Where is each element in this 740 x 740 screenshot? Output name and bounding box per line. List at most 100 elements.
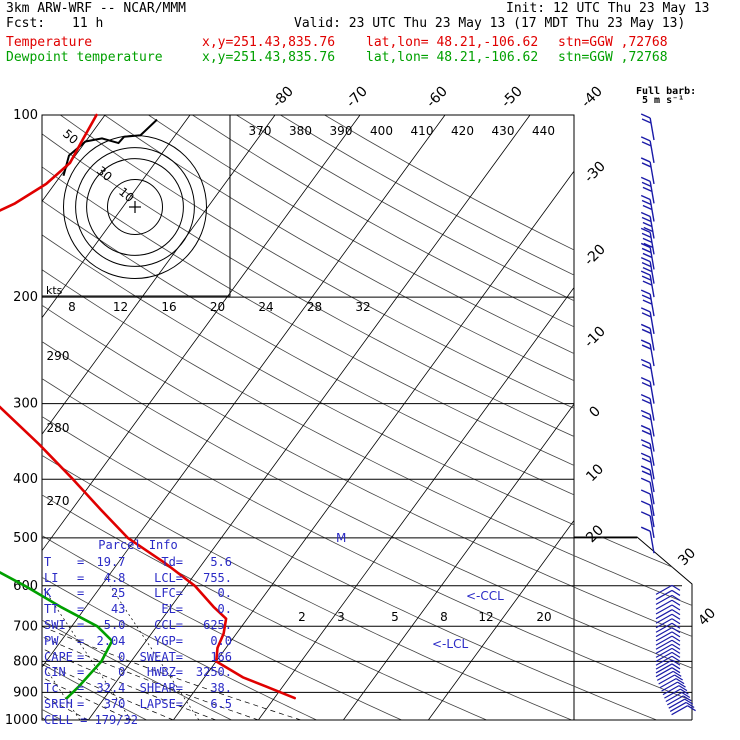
hodograph-axis-label: 20 [210,300,225,314]
wind-barb-flag [671,643,681,650]
wind-barb-flag [642,237,653,244]
dry-adiabat [42,115,487,720]
isotherm-label: 40 [695,605,719,629]
theta-e-label: 390 [330,124,353,138]
isotherm [173,115,616,720]
wind-barb-flag [642,299,653,305]
parcel-label: CIN [44,665,66,680]
dewpoint-xy: x,y=251.43,835.76 [202,50,336,65]
moist-adiabat [42,296,259,720]
wind-barb-staff [655,663,673,674]
parcel-label: SREH [44,696,73,711]
wind-barb-staff [649,311,655,334]
wind-barb-flag [641,162,652,168]
dry-adiabat [42,115,317,720]
hodograph-axis-label: 32 [355,300,370,314]
wind-barb-flag [641,199,652,206]
level-marker: M [336,531,346,545]
wind-barb-flag [641,382,652,388]
temperature-station: stn=GGW ,72768 [558,35,668,50]
parcel-equals: = [175,681,184,696]
wind-barb-flag [671,639,681,646]
parcel-equals: = [175,649,184,664]
wind-barb-flag [641,181,652,188]
wind-barb-flag [675,678,685,685]
wind-barb-flag [641,457,652,463]
wind-barb-flag [640,194,651,201]
isotherm [42,115,191,720]
pressure-tick-label: 500 [13,531,38,546]
lower-box-edge [574,536,693,720]
isotherm-label: 20 [583,522,607,546]
dry-adiabat [42,115,692,720]
isotherm [88,115,531,720]
wind-barb-staff [649,117,655,141]
wind-barb-flag [671,655,681,662]
parcel-row: PW = 2.04 YGP = 0.0 [44,634,232,650]
wind-barb-staff [655,584,673,595]
parcel-value: 25 [110,586,126,601]
wind-barb-staff [655,604,673,615]
hodograph-ring-label: 30 [94,164,115,185]
wind-barb-staff [656,670,674,681]
wind-barb-staff [649,161,655,185]
dry-adiabat [42,115,657,720]
isotherm [42,115,361,720]
parcel-label: K [44,586,52,601]
mixing-ratio-line [109,585,200,720]
wind-barb-flag [672,670,682,677]
wind-barb-staff [671,705,688,716]
forecast-label: Fcst: [6,16,46,31]
wind-barb-staff [655,622,673,633]
isotherm-label: -30 [581,158,608,185]
temperature-line [0,113,297,700]
wind-barb-staff [649,457,655,480]
wind-barb-flag [671,651,681,658]
dry-adiabat [42,115,147,720]
dry-adiabat [42,115,232,720]
wind-barb-staff [649,429,655,452]
wind-barb-flag [671,659,681,666]
wind-barb-flag [641,444,652,450]
parcel-value: 4.8 [103,570,126,585]
wind-barb-flag [640,270,651,276]
wind-barb-flag [641,275,652,281]
parcel-value: 3250. [195,665,232,680]
parcel-label: CAPE [44,649,73,664]
parcel-equals: = [76,586,85,601]
parcel-equals: = [76,554,85,569]
wind-barb-flag [640,176,651,183]
wind-barb-staff [649,505,655,528]
isotherm [258,115,692,720]
parcel-label: Td [161,554,176,569]
wind-barb-flag [641,216,652,223]
parcel-equals: = [175,554,184,569]
wind-barb-staff [649,493,655,517]
hodograph-units: kts [46,284,63,297]
parcel-label: EL [161,602,176,617]
wind-barb-flag [642,204,653,211]
dry-adiabat [42,115,692,720]
pressure-tick-label: 1000 [5,713,38,728]
pressure-tick-label: 700 [13,619,38,634]
dry-adiabat-label: 270 [47,494,70,508]
parcel-label: T [44,554,52,569]
full-barb-label: Full barb: [636,86,697,97]
wind-barb-staff [658,674,675,685]
wind-barb-flag [671,604,681,611]
wind-barb-staff [649,328,655,351]
parcel-label: YGP [154,633,176,648]
parcel-value: 43 [110,602,126,617]
moist-adiabat [0,297,3,720]
wind-barb-staff [666,695,684,706]
wind-barb-staff [655,589,673,600]
parcel-value: 38. [210,681,232,696]
theta-e-label: 380 [289,124,312,138]
dry-adiabat [42,115,692,720]
dewpoint-legend-label: Dewpoint temperature [6,50,163,65]
dry-adiabat [60,115,692,720]
parcel-equals: = [175,570,184,585]
wind-barb-flag [642,252,653,259]
lcl-label: <-LCL [432,637,468,651]
wind-barb-staff [649,398,655,421]
